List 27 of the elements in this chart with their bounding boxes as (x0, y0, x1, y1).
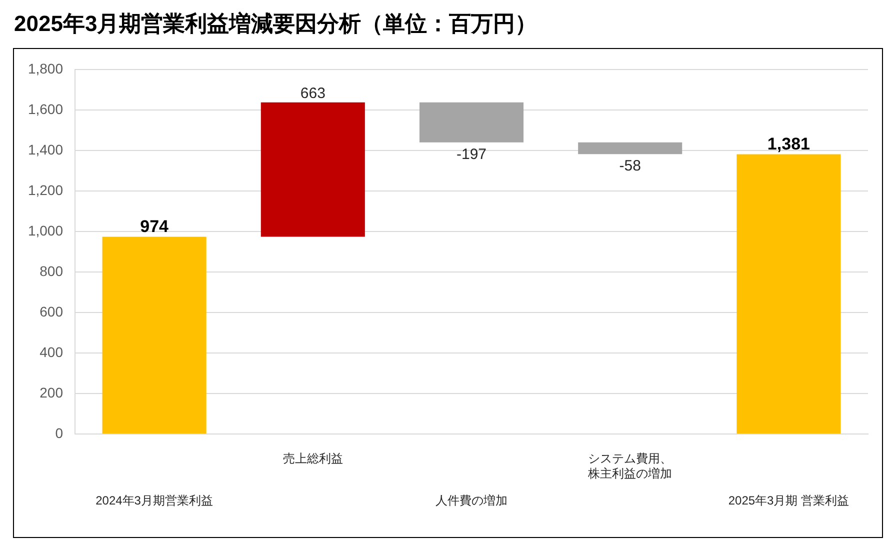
y-tick-label: 1,200 (28, 182, 64, 198)
y-tick-label: 1,000 (28, 222, 64, 238)
chart-title: 2025年3月期営業利益増減要因分析（単位：百万円） (14, 10, 538, 38)
x-tick-label: 2024年3月期営業利益 (96, 493, 213, 508)
y-tick-label: 400 (40, 344, 64, 360)
x-tick-label: 売上総利益 (282, 451, 343, 466)
x-tick-label: 人件費の増加 (436, 493, 508, 508)
x-tick-label: 2025年3月期 営業利益 (728, 493, 850, 508)
bar (102, 236, 206, 434)
y-tick-label: 1,800 (28, 60, 64, 76)
chart-frame: 0 200 400 600 800 1,000 1,200 1,400 1,600 1,800 974 663 -197 -58 1,381 2024年3月期営業利益 売上総利益 人件費の増加 システム費用、株主利益の増加 2025年3月期 営業利益 (13, 48, 883, 538)
y-tick-label: 1,400 (28, 141, 64, 158)
data-label: -58 (619, 158, 641, 175)
y-tick-label: 600 (40, 303, 64, 320)
y-tick-label: 800 (40, 262, 64, 279)
data-label: -197 (456, 146, 487, 163)
bar (578, 142, 682, 154)
data-label: 974 (140, 216, 170, 236)
bar (419, 102, 524, 142)
y-tick-label: 1,600 (28, 100, 64, 117)
bar (736, 154, 841, 434)
data-label: 663 (300, 85, 326, 102)
y-tick-label: 200 (40, 384, 64, 400)
y-tick-label: 0 (55, 424, 64, 441)
bar (260, 102, 365, 237)
x-tick-label: システム費用、株主利益の増加 (587, 451, 672, 480)
data-label: 1,381 (767, 134, 810, 154)
